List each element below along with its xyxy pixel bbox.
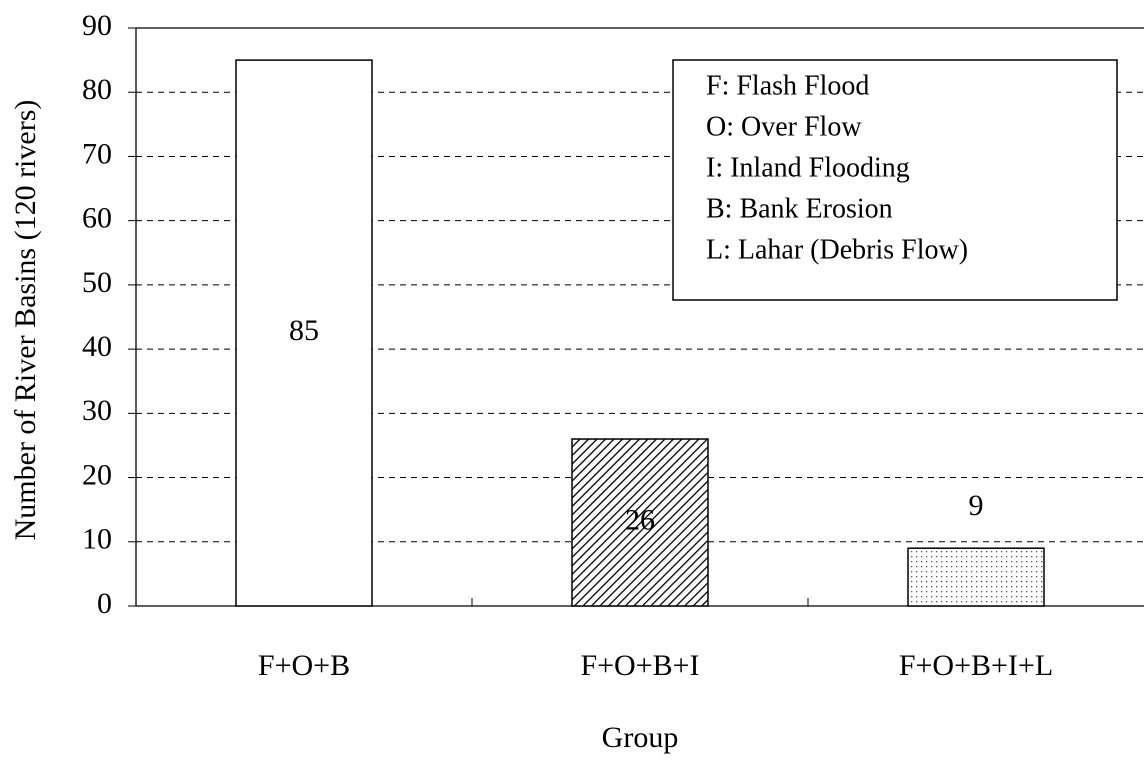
y-tick-label: 50	[82, 266, 112, 299]
legend-entry: L: Lahar (Debris Flow)	[706, 234, 968, 265]
legend-entry: I: Inland Flooding	[706, 152, 910, 183]
y-tick-label: 60	[82, 202, 112, 235]
legend-entry: O: Over Flow	[706, 111, 862, 142]
y-tick-label: 80	[82, 73, 112, 106]
value-label: 9	[969, 489, 984, 522]
value-label: 85	[289, 314, 319, 347]
x-tick-label: F+O+B+I+L	[899, 649, 1053, 682]
x-tick-label: F+O+B+I	[580, 649, 699, 682]
y-tick-label: 30	[82, 394, 112, 427]
x-axis-title: Group	[602, 721, 679, 754]
x-tick-label: F+O+B	[258, 649, 350, 682]
bar	[571, 438, 709, 607]
y-tick-label: 10	[82, 523, 112, 556]
y-tick-label: 20	[82, 458, 112, 491]
y-tick-label: 90	[82, 9, 112, 42]
value-label: 26	[625, 503, 655, 536]
y-tick-label: 70	[82, 137, 112, 170]
bar	[235, 59, 373, 607]
legend-box	[672, 59, 1118, 301]
legend-entry: B: Bank Erosion	[706, 193, 893, 224]
bar	[907, 547, 1045, 607]
y-tick-label: 40	[82, 330, 112, 363]
legend-entry: F: Flash Flood	[706, 70, 869, 101]
y-tick-label: 0	[97, 587, 112, 620]
y-axis-title: Number of River Basins (120 rivers)	[9, 100, 42, 541]
